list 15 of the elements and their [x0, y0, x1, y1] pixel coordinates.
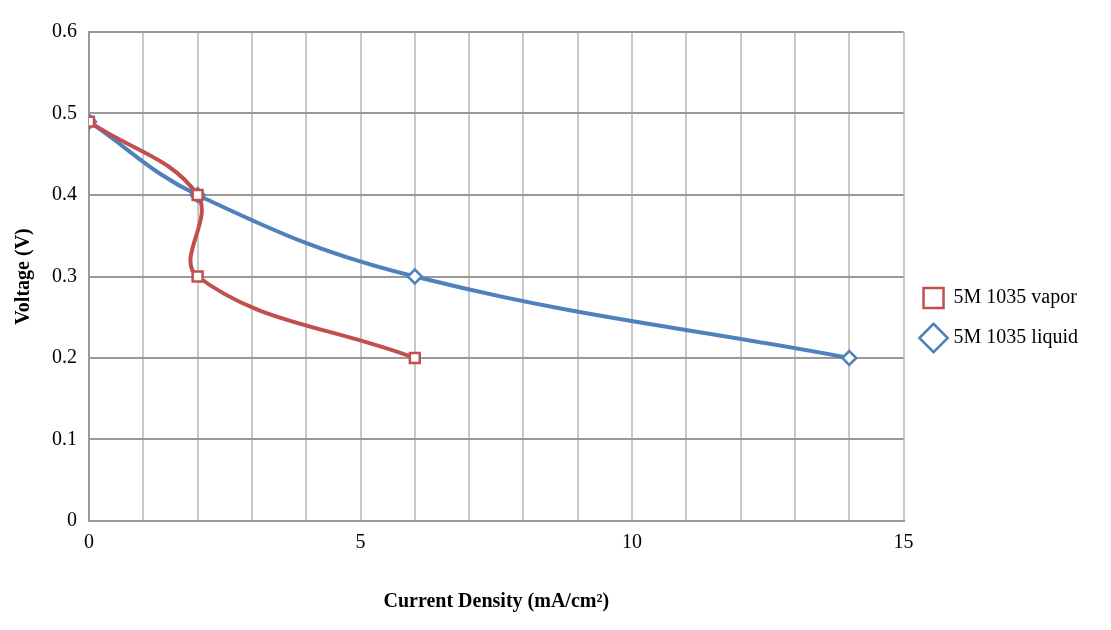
y-tick-label: 0.5	[52, 100, 77, 123]
y-tick-label: 0.2	[52, 345, 77, 368]
x-tick-label: 5	[355, 530, 366, 553]
x-tick-label: 15	[893, 530, 914, 553]
x-tick-label: 0	[84, 530, 94, 553]
y-tick-label: 0	[67, 508, 77, 531]
y-tick-label: 0.3	[52, 263, 77, 286]
legend-label: 5M 1035 liquid	[953, 325, 1078, 349]
x-axis-title: Current Density (mA/cm²)	[383, 589, 610, 613]
y-tick-label: 0.6	[52, 19, 77, 42]
x-tick-label: 10	[622, 530, 643, 553]
y-tick-label: 0.4	[52, 182, 77, 205]
legend-label: 5M 1035 vapor	[953, 285, 1078, 309]
y-tick-label: 0.1	[52, 426, 77, 449]
y-axis-title: Voltage (V)	[11, 228, 35, 325]
